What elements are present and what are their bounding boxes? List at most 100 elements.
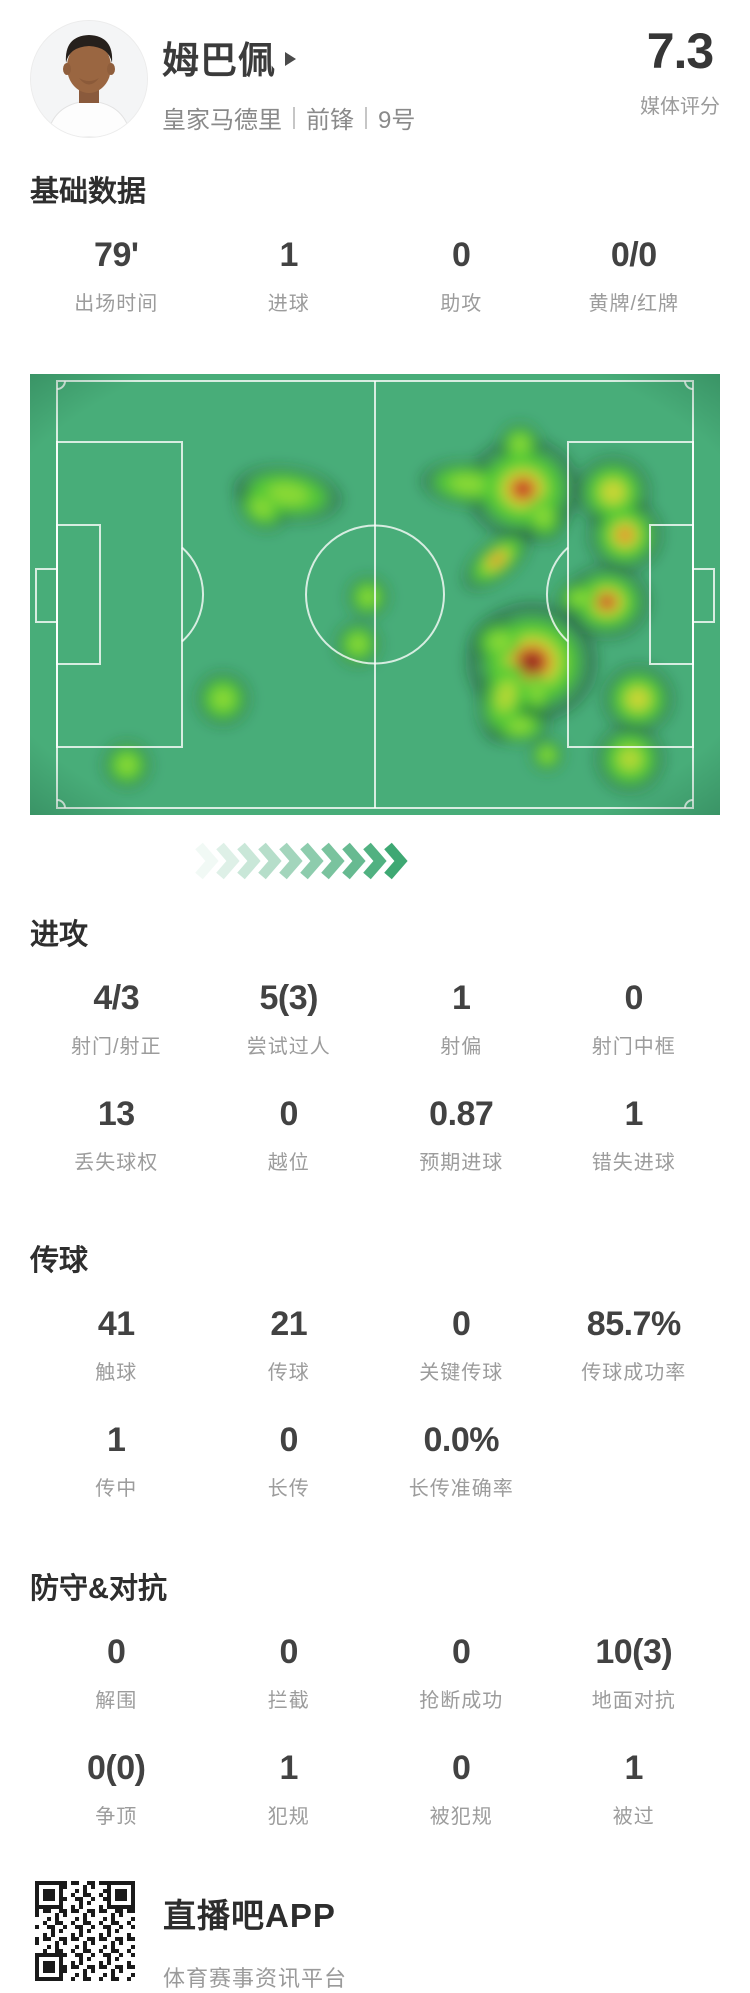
qr-module [59, 1909, 63, 1913]
qr-module [99, 1909, 103, 1913]
qr-module [103, 1925, 107, 1929]
qr-module [87, 1977, 91, 1981]
stat-value: 4/3 [93, 979, 140, 1017]
media-rating: 7.3 媒体评分 [640, 20, 720, 119]
qr-module [87, 1901, 91, 1905]
chevron-icon [363, 842, 387, 880]
qr-module [71, 1909, 75, 1913]
stat-empty [548, 1421, 721, 1501]
qr-module [63, 1965, 67, 1969]
qr-module [103, 1945, 107, 1949]
qr-module [71, 1965, 75, 1969]
stat-label: 抢断成功 [419, 1690, 504, 1712]
stat-value: 5(3) [259, 979, 319, 1017]
qr-module [63, 1953, 67, 1957]
qr-module [79, 1961, 83, 1965]
stat-cards: 0/0 黄牌/红牌 [548, 236, 721, 316]
qr-module [71, 1937, 75, 1941]
footer-text: 直播吧APP 体育赛事资讯平台 [163, 1881, 347, 1993]
qr-module [99, 1977, 103, 1981]
chevron-icon [321, 842, 345, 880]
qr-module [51, 1933, 55, 1937]
stat-label: 传球 [267, 1362, 310, 1384]
qr-module [127, 1977, 131, 1981]
stat-label: 预期进球 [419, 1152, 504, 1174]
stat-value: 0 [452, 1633, 471, 1671]
qr-module [83, 1977, 87, 1981]
basic-stats-grid: 79' 出场时间 1 进球 0 助攻 0/0 黄牌/红牌 [30, 236, 720, 316]
qr-module [119, 1941, 123, 1945]
chevron-icon [258, 842, 282, 880]
qr-module [59, 1929, 63, 1933]
qr-module [71, 1921, 75, 1925]
qr-module [43, 1949, 47, 1953]
qr-module [47, 1937, 51, 1941]
chevron-icon [237, 842, 261, 880]
qr-module [79, 1925, 83, 1929]
stat-label: 地面对抗 [591, 1690, 676, 1712]
qr-module [59, 1937, 63, 1941]
qr-module [75, 1909, 79, 1913]
pitch-vignette [30, 374, 720, 815]
app-tagline: 体育赛事资讯平台 [163, 1966, 348, 1991]
shirt-number: 9号 [378, 107, 416, 134]
chevron-svg [195, 842, 408, 880]
qr-module [43, 1961, 55, 1973]
stat-label: 助攻 [440, 293, 483, 315]
team-name: 皇家马德里 [162, 107, 282, 134]
player-avatar[interactable] [30, 20, 148, 138]
stat-label: 丢失球权 [74, 1152, 159, 1174]
stat-value: 0.87 [429, 1095, 494, 1133]
stat-label: 射门/射正 [70, 1036, 162, 1058]
qr-module [63, 1941, 67, 1945]
stat-label: 射门中框 [591, 1036, 676, 1058]
qr-module [71, 1881, 75, 1885]
qr-module [75, 1945, 79, 1949]
qr-module [35, 1925, 39, 1929]
qr-module [115, 1889, 127, 1901]
stat-value: 21 [270, 1305, 308, 1343]
player-name: 姆巴佩 [162, 40, 276, 81]
stat-value: 0 [624, 979, 644, 1017]
qr-module [75, 1917, 79, 1921]
stat-dribbled-past: 1 被过 [548, 1749, 721, 1829]
stat-assists: 0 助攻 [375, 236, 548, 316]
stat-label: 触球 [95, 1362, 138, 1384]
qr-module [99, 1881, 103, 1885]
qr-module [47, 1909, 51, 1913]
qr-module [107, 1953, 111, 1957]
qr-module [71, 1905, 75, 1909]
stat-value: 79' [94, 236, 139, 274]
stat-long-ball-accuracy: 0.0% 长传准确率 [375, 1421, 548, 1501]
qr-module [131, 1953, 135, 1957]
stat-label: 传球成功率 [581, 1362, 687, 1384]
stat-offsides: 0 越位 [203, 1095, 376, 1175]
qr-module [91, 1897, 95, 1901]
attack-stats-grid: 4/3 射门/射正 5(3) 尝试过人 1 射偏 0 射门中框 13 丢失球权 … [30, 979, 720, 1175]
stat-value: 1 [279, 236, 299, 274]
chevron-icon [342, 842, 366, 880]
qr-module [83, 1893, 87, 1897]
qr-module [119, 1969, 123, 1973]
stat-value: 13 [97, 1095, 135, 1133]
stat-label: 传中 [95, 1478, 138, 1500]
player-header[interactable]: 姆巴佩 皇家马德里 前锋 9号 7.3 媒体评分 [0, 0, 750, 138]
stat-value: 41 [97, 1305, 135, 1343]
qr-module [115, 1965, 119, 1969]
qr-module [111, 1913, 115, 1917]
stat-dribbles: 5(3) 尝试过人 [203, 979, 376, 1059]
qr-module [87, 1929, 91, 1933]
stat-value: 0/0 [610, 236, 657, 274]
app-name: 直播吧APP [163, 1897, 336, 1934]
qr-module [115, 1977, 119, 1981]
qr-module [107, 1925, 111, 1929]
qr-module [55, 1941, 59, 1945]
stat-possession-lost: 13 丢失球权 [30, 1095, 203, 1175]
qr-module [91, 1925, 95, 1929]
stat-value: 0 [279, 1633, 299, 1671]
qr-module [87, 1949, 91, 1953]
stat-label: 黄牌/红牌 [588, 293, 680, 315]
qr-module [115, 1937, 119, 1941]
stat-label: 关键传球 [419, 1362, 504, 1384]
player-name-row[interactable]: 姆巴佩 [162, 30, 415, 84]
